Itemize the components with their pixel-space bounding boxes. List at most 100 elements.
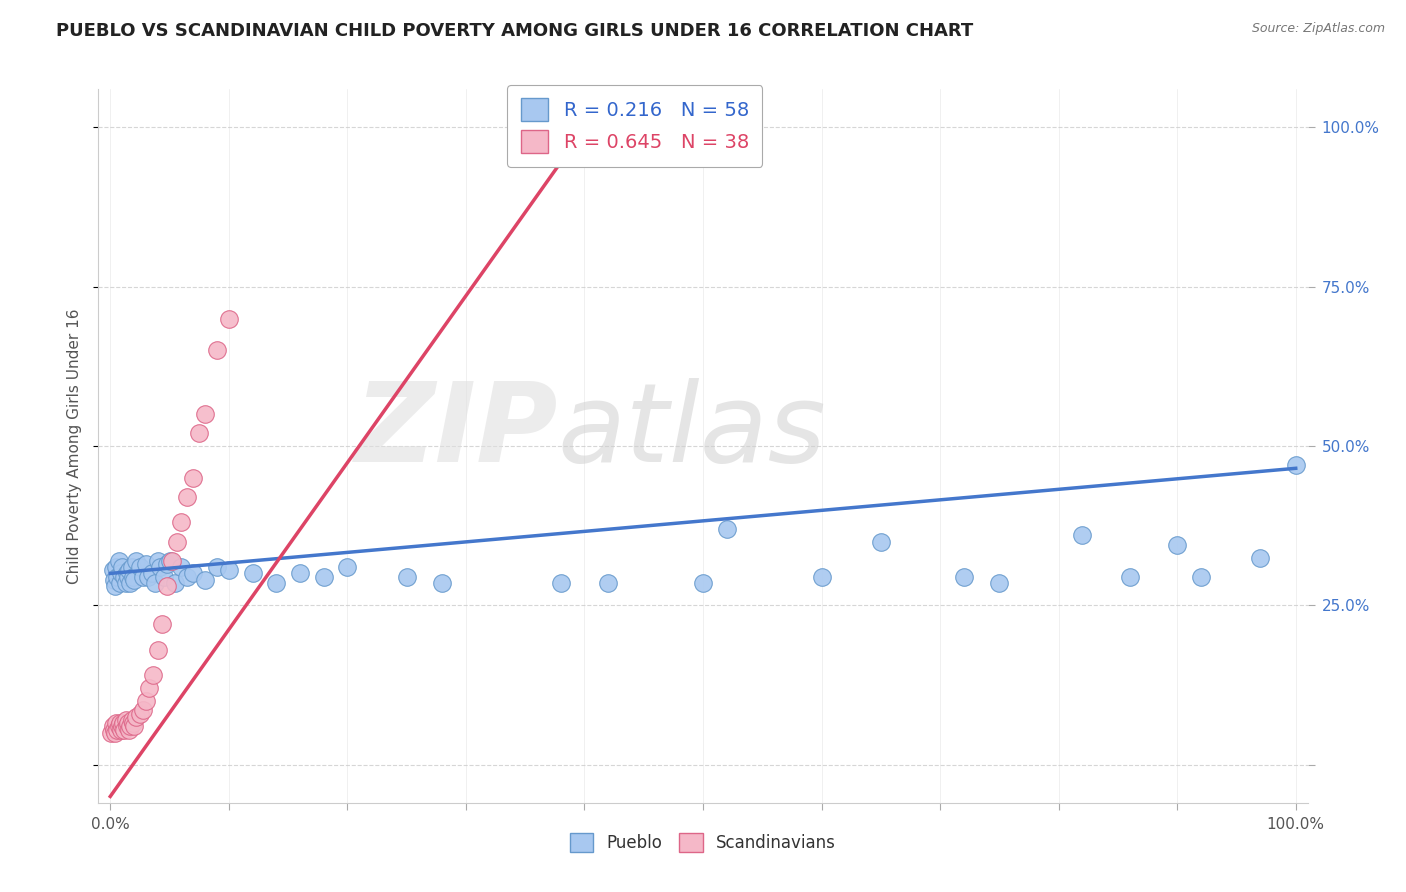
Point: [121, 560, 143, 574]
Point: [1249, 550, 1271, 565]
Point: [166, 534, 188, 549]
Point: [1071, 528, 1094, 542]
Point: [114, 569, 136, 583]
Point: [141, 566, 163, 581]
Point: [122, 573, 145, 587]
Point: [135, 557, 157, 571]
Point: [107, 719, 129, 733]
Point: [149, 560, 172, 574]
Point: [108, 716, 131, 731]
Legend: Pueblo, Scandinavians: Pueblo, Scandinavians: [564, 826, 842, 859]
Text: PUEBLO VS SCANDINAVIAN CHILD POVERTY AMONG GIRLS UNDER 16 CORRELATION CHART: PUEBLO VS SCANDINAVIAN CHILD POVERTY AMO…: [56, 22, 973, 40]
Point: [218, 563, 240, 577]
Point: [1285, 458, 1308, 472]
Point: [170, 516, 193, 530]
Point: [242, 566, 264, 581]
Point: [107, 554, 129, 568]
Point: [142, 668, 165, 682]
Point: [312, 569, 335, 583]
Point: [118, 563, 141, 577]
Point: [176, 490, 198, 504]
Point: [205, 560, 228, 574]
Point: [136, 569, 159, 583]
Point: [135, 694, 157, 708]
Point: [952, 569, 974, 583]
Point: [395, 569, 418, 583]
Point: [156, 579, 179, 593]
Point: [988, 576, 1011, 591]
Point: [105, 716, 128, 731]
Point: [264, 576, 287, 591]
Point: [121, 569, 143, 583]
Point: [110, 723, 132, 737]
Point: [101, 719, 124, 733]
Point: [112, 716, 135, 731]
Point: [103, 573, 125, 587]
Point: [114, 723, 136, 737]
Point: [114, 576, 136, 591]
Point: [104, 725, 127, 739]
Point: [165, 576, 187, 591]
Y-axis label: Child Poverty Among Girls Under 16: Child Poverty Among Girls Under 16: [67, 309, 83, 583]
Point: [105, 569, 128, 583]
Point: [132, 569, 155, 583]
Point: [100, 725, 122, 739]
Point: [108, 576, 131, 591]
Point: [188, 426, 211, 441]
Point: [125, 710, 148, 724]
Point: [121, 716, 143, 731]
Point: [159, 554, 181, 568]
Point: [205, 343, 228, 358]
Point: [716, 522, 738, 536]
Point: [176, 569, 198, 583]
Point: [288, 566, 311, 581]
Point: [152, 617, 174, 632]
Point: [692, 576, 714, 591]
Point: [218, 311, 240, 326]
Point: [194, 573, 217, 587]
Point: [117, 569, 139, 583]
Point: [146, 643, 169, 657]
Point: [598, 576, 620, 591]
Point: [156, 557, 179, 571]
Point: [143, 576, 166, 591]
Point: [104, 579, 127, 593]
Point: [138, 681, 160, 695]
Point: [146, 554, 169, 568]
Point: [432, 576, 454, 591]
Point: [115, 719, 138, 733]
Point: [115, 566, 138, 581]
Point: [160, 554, 183, 568]
Point: [1189, 569, 1212, 583]
Point: [120, 719, 142, 733]
Point: [125, 554, 148, 568]
Point: [129, 706, 152, 721]
Text: atlas: atlas: [558, 378, 827, 485]
Point: [105, 560, 128, 574]
Point: [194, 407, 217, 421]
Point: [1166, 538, 1188, 552]
Point: [550, 576, 572, 591]
Point: [111, 560, 134, 574]
Point: [118, 723, 141, 737]
Point: [181, 566, 204, 581]
Point: [129, 560, 152, 574]
Point: [336, 560, 359, 574]
Point: [132, 703, 155, 717]
Point: [121, 713, 143, 727]
Point: [110, 566, 132, 581]
Point: [114, 713, 136, 727]
Point: [170, 560, 193, 574]
Text: ZIP: ZIP: [354, 378, 558, 485]
Point: [869, 534, 891, 549]
Point: [105, 723, 128, 737]
Point: [122, 719, 145, 733]
Point: [103, 723, 125, 737]
Point: [152, 569, 174, 583]
Point: [810, 569, 832, 583]
Point: [181, 471, 204, 485]
Point: [111, 719, 134, 733]
Point: [101, 563, 124, 577]
Point: [117, 716, 139, 731]
Point: [120, 576, 142, 591]
